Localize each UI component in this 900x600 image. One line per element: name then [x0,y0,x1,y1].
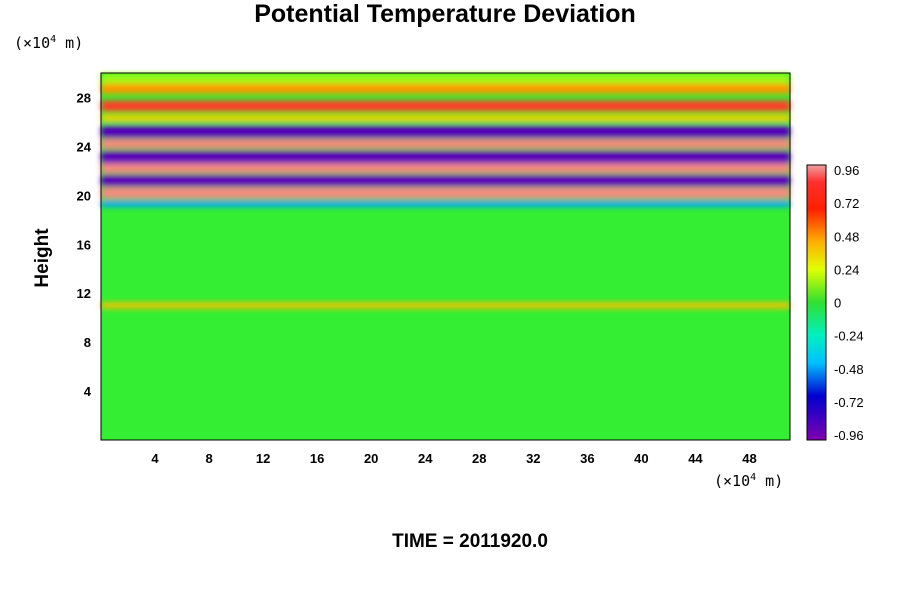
field-band [101,84,790,94]
field-band [101,200,790,207]
y-tick-label: 8 [84,335,91,350]
colorbar-tick-label: -0.48 [834,362,864,377]
x-axis-ticks: 4 8 12 16 20 24 28 32 36 40 44 48 [151,451,756,466]
x-tick-label: 48 [742,451,756,466]
x-tick-label: 4 [151,451,159,466]
field-band [101,302,790,309]
plot-area [100,72,791,441]
x-tick-label: 44 [688,451,703,466]
field-band [101,125,790,138]
x-tick-label: 8 [205,451,212,466]
x-tick-label: 40 [634,451,648,466]
x-tick-label: 32 [526,451,540,466]
field-bands [101,73,790,309]
chart-title: Potential Temperature Deviation [254,0,636,28]
colorbar [806,164,827,441]
y-unit-suffix: m) [56,34,84,52]
y-tick-label: 20 [77,188,91,203]
colorbar-tick-label: 0.48 [834,229,859,244]
y-axis-ticks: 4 8 12 16 20 24 28 [77,90,92,399]
y-unit-exponent: 4 [50,34,57,45]
field-band [101,163,790,174]
x-unit-prefix: (×10 [714,472,751,490]
y-tick-label: 24 [77,139,92,154]
x-axis-unit: (×104 m) [714,472,783,490]
y-unit-prefix: (×10 [14,34,51,52]
plot-frame [100,72,791,441]
field-band [101,73,790,85]
field-band [101,175,790,187]
x-tick-label: 24 [418,451,433,466]
x-tick-label: 36 [580,451,594,466]
field-band [101,100,790,112]
colorbar-tick-label: -0.72 [834,395,864,410]
x-unit-suffix: m) [756,472,784,490]
x-tick-label: 16 [310,451,324,466]
colorbar-tick-label: 0.96 [834,163,859,178]
y-tick-label: 16 [77,237,91,252]
y-axis-unit: (×104 m) [14,34,83,52]
field-band [101,151,790,164]
x-tick-label: 28 [472,451,486,466]
y-tick-label: 28 [77,90,91,105]
colorbar-tick-label: -0.96 [834,428,864,443]
y-tick-label: 12 [77,286,91,301]
colorbar-tick-label: 0.72 [834,196,859,211]
x-tick-label: 20 [364,451,378,466]
field-band [101,139,790,149]
colorbar-ticks: 0.96 0.72 0.48 0.24 0 -0.24 -0.48 -0.72 -0.96 [834,163,864,443]
x-unit-exponent: 4 [750,472,757,483]
field-band [101,187,790,199]
field-band [101,114,790,122]
colorbar-tick-label: 0.24 [834,262,859,277]
y-tick-label: 4 [84,384,92,399]
x-tick-label: 12 [256,451,270,466]
colorbar-tick-label: -0.24 [834,329,864,344]
colorbar-tick-label: 0 [834,296,841,311]
time-label: TIME = 2011920.0 [392,531,548,552]
